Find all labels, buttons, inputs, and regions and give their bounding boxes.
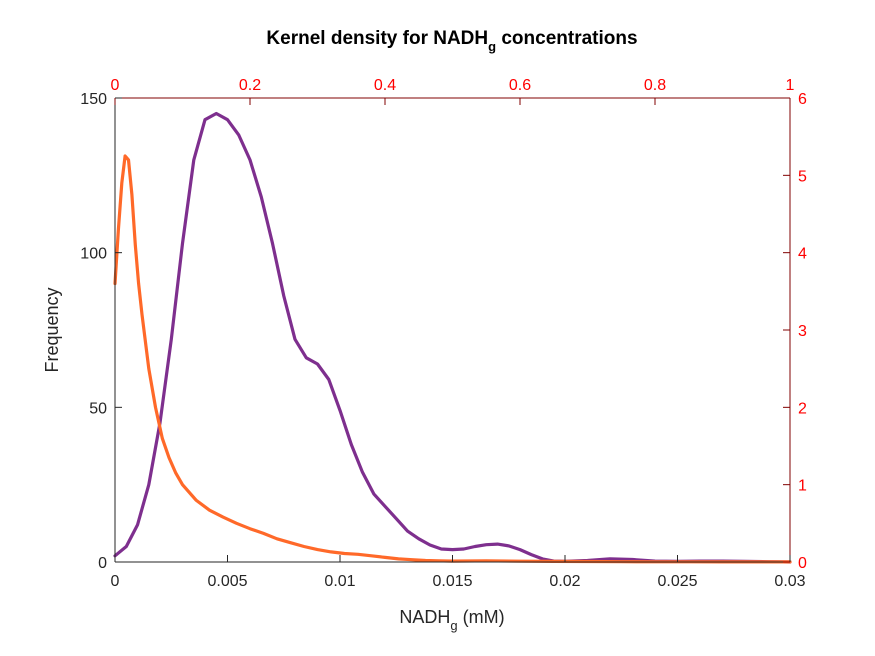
plot-area xyxy=(115,98,790,562)
y2-tick-label: 6 xyxy=(798,91,807,108)
x2-tick-label: 0.2 xyxy=(239,77,261,94)
x2-tick-label: 0.8 xyxy=(644,77,666,94)
chart-title: Kernel density for NADHg concentrations xyxy=(266,28,637,54)
plot-background xyxy=(115,98,790,562)
x-tick-label: 0.03 xyxy=(774,573,805,590)
y-axis-title: Frequency xyxy=(42,287,62,372)
y-tick-label: 50 xyxy=(89,400,107,417)
x-axis-title: NADHg (mM) xyxy=(399,607,504,633)
x2-tick-label: 0 xyxy=(111,77,120,94)
x-tick-label: 0 xyxy=(111,573,120,590)
x-tick-label: 0.025 xyxy=(657,573,697,590)
x-tick-label: 0.005 xyxy=(207,573,247,590)
x2-tick-label: 1 xyxy=(786,77,795,94)
x-tick-label: 0.02 xyxy=(549,573,580,590)
series-line-1 xyxy=(113,111,792,564)
x-tick-label: 0.015 xyxy=(432,573,472,590)
x-tick-label: 0.01 xyxy=(324,573,355,590)
y-tick-label: 0 xyxy=(98,555,107,572)
x2-tick-label: 0.4 xyxy=(374,77,396,94)
y2-tick-label: 3 xyxy=(798,323,807,340)
y-tick-label: 150 xyxy=(80,91,107,108)
y2-tick-label: 5 xyxy=(798,168,807,185)
x2-tick-label: 0.6 xyxy=(509,77,531,94)
series-line-2 xyxy=(113,154,792,564)
y2-tick-label: 4 xyxy=(798,246,807,263)
y-tick-label: 100 xyxy=(80,246,107,263)
y2-tick-label: 0 xyxy=(798,555,807,572)
series-layer xyxy=(113,111,792,564)
y2-tick-label: 1 xyxy=(798,478,807,495)
y2-tick-label: 2 xyxy=(798,400,807,417)
